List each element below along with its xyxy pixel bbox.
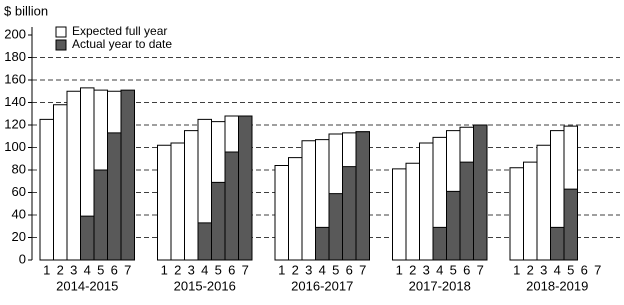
x-tick-label: 7 xyxy=(594,262,601,277)
legend-bg xyxy=(50,26,210,52)
x-tick-label: 3 xyxy=(188,262,195,277)
x-tick-label: 7 xyxy=(359,262,366,277)
y-tick-label: 160 xyxy=(4,71,26,86)
bar xyxy=(107,132,122,261)
y-tick-label: 120 xyxy=(4,116,26,131)
x-tick-label: 4 xyxy=(201,262,208,277)
bar xyxy=(473,124,488,261)
legend-label: Actual year to date xyxy=(72,37,172,51)
x-tick-label: 5 xyxy=(215,262,222,277)
bar xyxy=(550,226,565,261)
bar xyxy=(211,181,226,261)
bar xyxy=(39,118,54,261)
bar xyxy=(392,168,407,261)
x-tick-label: 1 xyxy=(513,262,520,277)
x-tick-label: 6 xyxy=(581,262,588,277)
bar xyxy=(53,104,68,261)
x-tick-label: 3 xyxy=(70,262,77,277)
x-tick-label: 5 xyxy=(567,262,574,277)
x-tick-label: 6 xyxy=(228,262,235,277)
group-label: 2014-2015 xyxy=(56,278,118,293)
y-tick-label: 200 xyxy=(4,26,26,41)
y-tick-label: 80 xyxy=(12,161,26,176)
bar xyxy=(446,190,461,261)
bar xyxy=(432,226,447,261)
bar xyxy=(509,167,524,261)
bar xyxy=(405,162,420,261)
group-label: 2018-2019 xyxy=(526,278,588,293)
bar xyxy=(93,169,108,261)
x-tick-label: 1 xyxy=(396,262,403,277)
bar xyxy=(288,157,303,261)
y-tick-label: 20 xyxy=(12,229,26,244)
bar xyxy=(184,130,199,261)
y-tick-label: 100 xyxy=(4,139,26,154)
bar xyxy=(536,144,551,261)
bar xyxy=(523,161,538,261)
bar xyxy=(301,140,316,261)
bar xyxy=(120,89,135,261)
bar xyxy=(328,193,343,261)
y-tick-label: 60 xyxy=(12,184,26,199)
x-tick-label: 3 xyxy=(540,262,547,277)
y-tick-label: 140 xyxy=(4,94,26,109)
y-axis-label: $ billion xyxy=(4,3,48,18)
bar xyxy=(563,188,578,261)
x-tick-label: 5 xyxy=(97,262,104,277)
x-tick-label: 1 xyxy=(278,262,285,277)
bar xyxy=(342,166,357,261)
x-tick-label: 4 xyxy=(319,262,326,277)
y-tick-label: 40 xyxy=(12,206,26,221)
legend-label: Expected full year xyxy=(72,24,167,38)
group-label: 2017-2018 xyxy=(409,278,471,293)
x-tick-label: 2 xyxy=(527,262,534,277)
x-tick-label: 6 xyxy=(346,262,353,277)
x-tick-label: 7 xyxy=(477,262,484,277)
y-tick-label: 0 xyxy=(19,251,26,266)
y-tick-label: 180 xyxy=(4,49,26,64)
x-tick-label: 2 xyxy=(174,262,181,277)
x-tick-label: 5 xyxy=(332,262,339,277)
x-tick-label: 2 xyxy=(57,262,64,277)
x-tick-label: 1 xyxy=(43,262,50,277)
x-tick-label: 6 xyxy=(111,262,118,277)
x-tick-label: 2 xyxy=(292,262,299,277)
bar xyxy=(459,161,474,261)
bar xyxy=(170,142,185,261)
bar xyxy=(238,115,253,261)
bar xyxy=(355,131,370,261)
bar xyxy=(66,90,81,261)
group-label: 2016-2017 xyxy=(291,278,353,293)
bar xyxy=(80,215,95,261)
x-tick-label: 5 xyxy=(450,262,457,277)
bar xyxy=(197,222,212,261)
bar xyxy=(157,144,172,261)
x-tick-label: 7 xyxy=(124,262,131,277)
x-tick-label: 4 xyxy=(554,262,561,277)
x-tick-label: 2 xyxy=(409,262,416,277)
x-tick-label: 4 xyxy=(84,262,91,277)
x-tick-label: 4 xyxy=(436,262,443,277)
x-tick-label: 3 xyxy=(305,262,312,277)
x-tick-label: 6 xyxy=(463,262,470,277)
x-tick-label: 7 xyxy=(242,262,249,277)
bar xyxy=(419,142,434,261)
bar xyxy=(224,151,239,261)
legend-swatch xyxy=(55,26,67,38)
x-tick-label: 1 xyxy=(161,262,168,277)
x-tick-label: 3 xyxy=(423,262,430,277)
bar xyxy=(315,226,330,261)
group-label: 2015-2016 xyxy=(174,278,236,293)
bar xyxy=(274,165,289,261)
legend-swatch xyxy=(55,39,67,51)
